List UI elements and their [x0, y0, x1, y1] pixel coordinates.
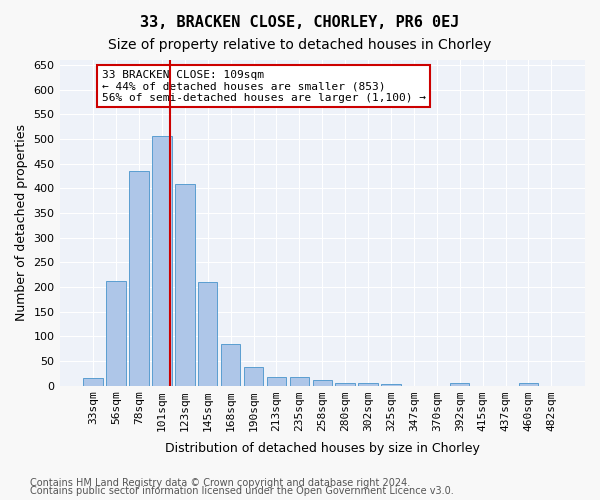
Text: 33, BRACKEN CLOSE, CHORLEY, PR6 0EJ: 33, BRACKEN CLOSE, CHORLEY, PR6 0EJ — [140, 15, 460, 30]
Text: Size of property relative to detached houses in Chorley: Size of property relative to detached ho… — [109, 38, 491, 52]
Bar — [519, 383, 538, 386]
Y-axis label: Number of detached properties: Number of detached properties — [15, 124, 28, 322]
Bar — [221, 344, 241, 386]
Bar — [175, 184, 194, 386]
Bar — [358, 383, 378, 386]
X-axis label: Distribution of detached houses by size in Chorley: Distribution of detached houses by size … — [165, 442, 480, 455]
Bar — [335, 382, 355, 386]
Bar — [106, 281, 126, 386]
Bar — [450, 383, 469, 386]
Bar — [152, 136, 172, 386]
Bar — [290, 377, 309, 386]
Text: Contains public sector information licensed under the Open Government Licence v3: Contains public sector information licen… — [30, 486, 454, 496]
Bar — [244, 367, 263, 386]
Text: 33 BRACKEN CLOSE: 109sqm
← 44% of detached houses are smaller (853)
56% of semi-: 33 BRACKEN CLOSE: 109sqm ← 44% of detach… — [101, 70, 425, 103]
Bar — [267, 376, 286, 386]
Text: Contains HM Land Registry data © Crown copyright and database right 2024.: Contains HM Land Registry data © Crown c… — [30, 478, 410, 488]
Bar — [313, 380, 332, 386]
Bar — [381, 384, 401, 386]
Bar — [198, 282, 217, 386]
Bar — [129, 171, 149, 386]
Bar — [83, 378, 103, 386]
